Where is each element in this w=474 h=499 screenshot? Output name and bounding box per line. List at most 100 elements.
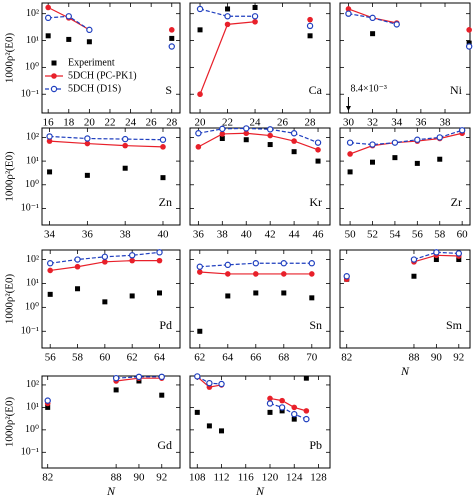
legend-label: Experiment <box>68 57 115 68</box>
element-label: Kr <box>309 195 322 209</box>
experiment-marker <box>206 423 212 429</box>
x-tick-label: 38 <box>120 229 132 241</box>
d1s-marker <box>243 125 250 132</box>
x-tick-label: 16 <box>43 117 55 129</box>
legend-marker <box>50 85 58 93</box>
x-tick-label: 92 <box>453 352 464 364</box>
d1s-marker <box>303 415 310 423</box>
series-line <box>49 135 163 141</box>
y-tick-label: 10⁰ <box>25 302 39 313</box>
experiment-marker <box>84 172 90 178</box>
panel-frame <box>41 375 181 469</box>
d1s-marker <box>306 22 314 30</box>
x-tick-label: 64 <box>154 352 166 364</box>
element-label: Sm <box>446 318 463 332</box>
pc-pk1-marker <box>156 257 163 264</box>
pc-pk1-marker <box>315 147 321 153</box>
y-axis-label: 1000ρ²(E0) <box>4 274 16 325</box>
x-tick-label: 28 <box>166 117 178 129</box>
y-tick-label: 10¹ <box>26 278 39 289</box>
panel-frame <box>41 249 181 349</box>
experiment-marker <box>315 158 321 164</box>
d1s-marker <box>369 14 376 22</box>
x-tick-label: 66 <box>250 352 262 364</box>
pc-pk1-marker <box>74 263 81 270</box>
panel-frame <box>41 127 181 226</box>
x-tick-label: 58 <box>72 352 84 364</box>
element-label: Ni <box>450 83 463 97</box>
series-line <box>116 376 162 379</box>
pc-pk1-marker <box>291 138 297 144</box>
experiment-marker <box>47 169 53 175</box>
x-tick-label: 90 <box>133 472 145 484</box>
x-tick-label: 60 <box>99 352 111 364</box>
pc-pk1-marker <box>102 259 108 265</box>
x-tick-label: 60 <box>457 229 469 241</box>
d1s-marker <box>280 260 287 267</box>
element-label: Gd <box>157 438 172 452</box>
x-tick-label: 42 <box>265 229 276 241</box>
series-line <box>198 127 319 144</box>
experiment-marker <box>75 286 81 292</box>
pc-pk1-marker <box>243 130 250 137</box>
experiment-marker <box>414 160 420 166</box>
y-tick-label: 10¹ <box>26 35 39 46</box>
experiment-marker <box>243 137 249 143</box>
x-tick-label: 40 <box>241 229 253 241</box>
x-tick-label: 62 <box>127 352 138 364</box>
pc-pk1-marker <box>267 132 273 139</box>
series-line <box>413 251 459 261</box>
d1s-marker <box>252 260 259 267</box>
experiment-marker <box>160 175 166 181</box>
experiment-marker <box>194 409 200 415</box>
experiment-marker <box>225 293 231 299</box>
d1s-marker <box>290 130 298 137</box>
x-tick-label: 46 <box>313 229 325 241</box>
experiment-marker <box>347 169 353 175</box>
d1s-marker <box>393 21 400 28</box>
x-tick-label: 64 <box>222 352 234 364</box>
x-tick-label: 34 <box>44 229 56 241</box>
x-tick-label: 36 <box>193 229 205 241</box>
pc-pk1-marker <box>224 21 231 28</box>
d1s-marker <box>135 373 143 381</box>
x-tick-label: 82 <box>42 472 53 484</box>
x-tick-label: 34 <box>391 117 403 129</box>
pc-pk1-marker <box>47 267 53 274</box>
experiment-marker <box>47 291 53 297</box>
element-label: Ca <box>309 83 323 97</box>
legend-marker <box>51 73 57 79</box>
x-tick-label: 28 <box>305 117 317 129</box>
x-tick-label: 22 <box>104 117 115 129</box>
x-axis-label: N <box>255 484 265 498</box>
pc-pk1-marker <box>45 4 51 11</box>
x-tick-label: 56 <box>45 352 57 364</box>
pc-pk1-marker <box>197 91 203 98</box>
y-tick-label: 10² <box>26 8 39 19</box>
d1s-marker <box>343 273 350 280</box>
pc-pk1-marker <box>253 271 259 277</box>
experiment-marker <box>303 375 309 381</box>
d1s-marker <box>158 373 165 381</box>
panel-frame <box>339 2 471 114</box>
experiment-marker <box>136 378 142 384</box>
y-tick-label: 10² <box>26 379 39 390</box>
d1s-marker <box>465 43 473 50</box>
y-tick-label: 10⁻¹ <box>21 203 39 214</box>
panel-frame <box>189 375 331 469</box>
d1s-marker <box>308 260 315 267</box>
y-tick-label: 10⁰ <box>25 424 39 435</box>
legend-marker <box>51 60 57 66</box>
x-axis-label: N <box>400 364 410 378</box>
x-tick-label: 88 <box>111 472 123 484</box>
experiment-marker <box>129 293 135 299</box>
experiment-marker <box>169 35 175 41</box>
pc-pk1-marker <box>279 397 285 404</box>
y-tick-label: 10¹ <box>26 402 39 413</box>
x-tick-label: 116 <box>238 472 255 484</box>
series-line <box>350 129 463 146</box>
experiment-marker <box>466 40 472 46</box>
y-tick-label: 10⁻¹ <box>21 89 39 100</box>
x-tick-label: 20 <box>84 117 96 129</box>
x-tick-label: 124 <box>286 472 303 484</box>
